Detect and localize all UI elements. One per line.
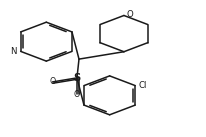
- Text: O: O: [126, 10, 132, 19]
- Text: N: N: [11, 47, 17, 56]
- Text: Cl: Cl: [138, 81, 147, 90]
- Text: O: O: [49, 77, 55, 86]
- Text: S: S: [73, 73, 80, 83]
- Text: O: O: [74, 89, 80, 99]
